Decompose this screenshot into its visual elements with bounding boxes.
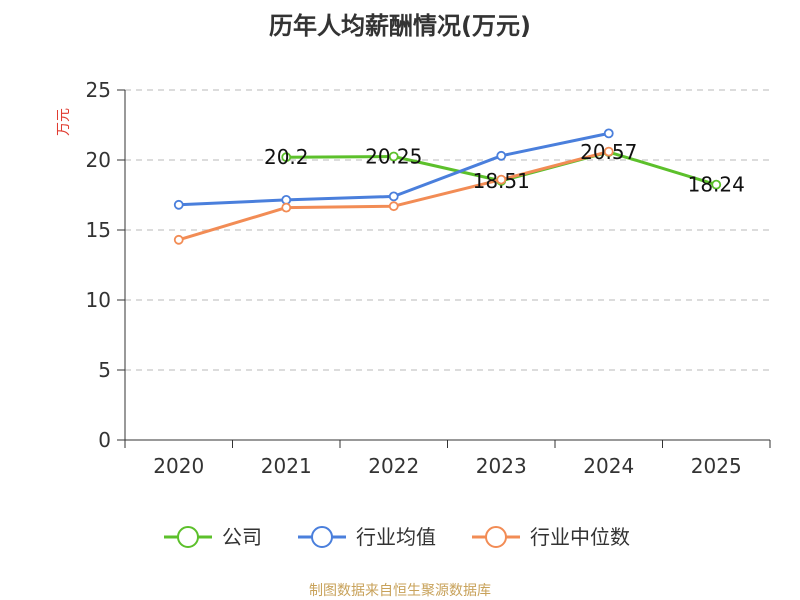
- legend-label: 行业中位数: [530, 525, 630, 549]
- data-point[interactable]: [281, 202, 292, 213]
- x-tick-label: 2021: [261, 454, 312, 478]
- legend-label: 公司: [222, 525, 262, 549]
- chart-title: 历年人均薪酬情况(万元): [269, 12, 531, 40]
- y-axis-label: 万元: [56, 108, 72, 136]
- legend-marker: [311, 526, 333, 548]
- legend-marker: [177, 526, 199, 548]
- data-label: 20.25: [365, 145, 422, 169]
- x-tick-label: 2023: [476, 454, 527, 478]
- data-label: 18.51: [473, 169, 530, 193]
- data-point[interactable]: [496, 150, 507, 161]
- data-point[interactable]: [173, 234, 184, 245]
- data-point[interactable]: [603, 128, 614, 139]
- data-point[interactable]: [711, 179, 722, 190]
- data-point[interactable]: [388, 201, 399, 212]
- legend-item-2[interactable]: 行业中位数: [472, 525, 630, 549]
- y-tick-label: 0: [98, 428, 111, 452]
- x-tick-label: 2024: [583, 454, 634, 478]
- data-point[interactable]: [603, 146, 614, 157]
- x-tick-label: 2020: [153, 454, 204, 478]
- x-tick-label: 2022: [368, 454, 419, 478]
- data-point[interactable]: [173, 199, 184, 210]
- y-tick-label: 20: [86, 148, 111, 172]
- data-point[interactable]: [388, 191, 399, 202]
- y-tick-label: 10: [86, 288, 111, 312]
- y-tick-label: 5: [98, 358, 111, 382]
- legend-label: 行业均值: [356, 525, 436, 549]
- data-label: 20.2: [264, 145, 309, 169]
- data-point[interactable]: [281, 194, 292, 205]
- x-tick-label: 2025: [691, 454, 742, 478]
- data-label: 20.57: [580, 140, 637, 164]
- legend[interactable]: 公司 行业均值 行业中位数: [164, 525, 630, 549]
- data-point[interactable]: [388, 151, 399, 162]
- source-note: 制图数据来自恒生聚源数据库: [309, 583, 491, 599]
- grid-lines: [125, 89, 770, 371]
- data-labels: 20.2 20.25 18.51 20.57 18.24: [264, 140, 745, 197]
- y-tick-label: 25: [86, 78, 111, 102]
- data-point[interactable]: [496, 174, 507, 185]
- series-lines: [173, 128, 722, 245]
- data-label: 18.24: [688, 173, 745, 197]
- legend-marker: [485, 526, 507, 548]
- y-tick-label: 15: [86, 218, 111, 242]
- data-point[interactable]: [281, 152, 292, 163]
- legend-item-1[interactable]: 行业均值: [298, 525, 436, 549]
- legend-item-0[interactable]: 公司: [164, 525, 262, 549]
